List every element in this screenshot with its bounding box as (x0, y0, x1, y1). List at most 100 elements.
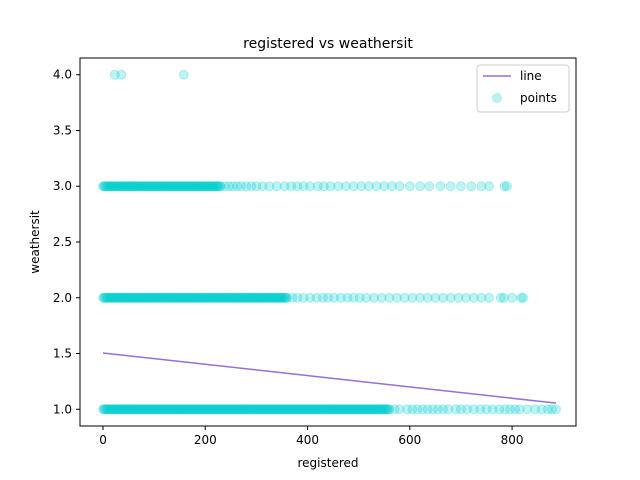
scatter-point (112, 292, 123, 303)
scatter-point (202, 181, 213, 192)
scatter-point (134, 292, 145, 303)
scatter-point (116, 181, 127, 192)
scatter-point (180, 292, 191, 303)
scatter-point (130, 181, 141, 192)
scatter-point (236, 404, 247, 415)
scatter-point (292, 292, 303, 303)
scatter-point (134, 404, 145, 415)
scatter-point (111, 181, 122, 192)
scatter-point (327, 404, 338, 415)
scatter-point (188, 181, 199, 192)
y-tick-label: 1.0 (53, 402, 72, 416)
scatter-point (226, 404, 237, 415)
scatter-point (468, 404, 479, 415)
scatter-point (172, 292, 183, 303)
scatter-point (159, 404, 170, 415)
scatter-point (271, 181, 282, 192)
scatter-point (269, 404, 280, 415)
scatter-point (154, 292, 165, 303)
scatter-point (107, 292, 118, 303)
scatter-point (104, 181, 115, 192)
scatter-point (369, 292, 380, 303)
scatter-point (356, 404, 367, 415)
scatter-point (198, 181, 209, 192)
scatter-point (379, 181, 390, 192)
legend-points-label: points (520, 91, 557, 105)
scatter-point (257, 404, 268, 415)
scatter-point (123, 292, 134, 303)
scatter-point (213, 181, 224, 192)
scatter-point (304, 404, 315, 415)
scatter-point (192, 181, 203, 192)
scatter-point (340, 181, 351, 192)
scatter-point (123, 181, 134, 192)
scatter-point (262, 404, 273, 415)
scatter-point (331, 404, 342, 415)
scatter-point (121, 292, 132, 303)
scatter-point (143, 181, 154, 192)
scatter-point (317, 292, 328, 303)
scatter-point (102, 181, 113, 192)
scatter-point (233, 292, 243, 303)
scatter-point (188, 404, 199, 415)
scatter-point (165, 181, 176, 192)
scatter-point (218, 292, 229, 303)
scatter-point (127, 181, 138, 192)
scatter-point (455, 404, 466, 415)
scatter-point (182, 292, 193, 303)
scatter-point (110, 292, 121, 303)
scatter-point (154, 181, 165, 192)
scatter-point (128, 181, 139, 192)
scatter-point (113, 292, 124, 303)
scatter-point (220, 404, 231, 415)
scatter-point (190, 181, 201, 192)
scatter-point (120, 181, 131, 192)
scatter-point (105, 181, 116, 192)
scatter-point (214, 292, 225, 303)
scatter-point (207, 404, 218, 415)
scatter-point (172, 181, 183, 192)
scatter-point (316, 404, 327, 415)
scatter-point (295, 404, 306, 415)
scatter-point (132, 404, 143, 415)
scatter-point (268, 292, 279, 303)
scatter-point (167, 292, 178, 303)
scatter-point (186, 181, 197, 192)
scatter-point (257, 292, 268, 303)
scatter-point (181, 292, 192, 303)
regression-line (102, 352, 557, 404)
chart-title: registered vs weathersit (243, 36, 413, 52)
scatter-point (219, 181, 230, 192)
scatter-point (260, 292, 271, 303)
scatter-point (199, 404, 210, 415)
scatter-point (185, 181, 196, 192)
scatter-point (112, 181, 123, 192)
scatter-point (151, 404, 162, 415)
scatter-point (253, 404, 264, 415)
scatter-point (280, 292, 291, 303)
scatter-point (222, 404, 233, 415)
scatter-point (209, 292, 220, 303)
scatter-point (160, 181, 171, 192)
scatter-point (193, 404, 204, 415)
scatter-point (495, 292, 506, 303)
scatter-point (542, 404, 553, 415)
y-tick-label: 4.0 (53, 68, 72, 82)
scatter-point (136, 292, 147, 303)
scatter-point (332, 404, 343, 415)
scatter-point (499, 181, 510, 192)
scatter-point (422, 292, 433, 303)
scatter-point (417, 404, 428, 415)
scatter-point (192, 404, 203, 415)
scatter-point (300, 404, 311, 415)
scatter-point (152, 404, 163, 415)
scatter-point (325, 404, 336, 415)
scatter-point (360, 404, 371, 415)
scatter-point (177, 181, 188, 192)
scatter-point (121, 181, 132, 192)
scatter-point (249, 292, 260, 303)
scatter-point (148, 404, 159, 415)
scatter-point (175, 404, 186, 415)
scatter-point (255, 404, 266, 415)
scatter-point (161, 404, 172, 415)
